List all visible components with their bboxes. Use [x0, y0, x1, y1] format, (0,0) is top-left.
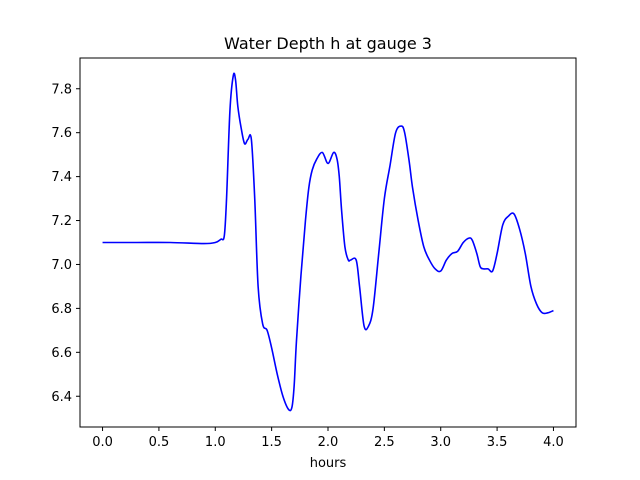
x-tick-label: 0.0 — [92, 435, 113, 450]
y-tick-label: 7.0 — [51, 258, 72, 273]
x-tick-label: 2.5 — [374, 435, 395, 450]
y-tick-label: 7.4 — [51, 170, 72, 185]
x-tick-label: 2.0 — [318, 435, 339, 450]
y-tick-label: 7.6 — [51, 126, 72, 141]
x-tick-label: 1.0 — [205, 435, 226, 450]
y-tick-label: 6.4 — [51, 390, 72, 405]
x-axis-label: hours — [310, 456, 347, 471]
y-axis: 6.4 6.6 6.8 7.0 7.2 7.4 7.6 7.8 — [51, 82, 80, 405]
x-tick-label: 0.5 — [149, 435, 170, 450]
x-tick-label: 3.5 — [487, 435, 508, 450]
y-tick-label: 6.8 — [51, 302, 72, 317]
x-axis: 0.0 0.5 1.0 1.5 2.0 2.5 3.0 3.5 4.0 — [92, 427, 564, 450]
y-tick-label: 6.6 — [51, 346, 72, 361]
y-tick-label: 7.2 — [51, 214, 72, 229]
series-line — [102, 72, 554, 412]
x-tick-label: 4.0 — [543, 435, 564, 450]
series-layer — [102, 72, 554, 412]
x-tick-label: 1.5 — [261, 435, 282, 450]
x-tick-label: 3.0 — [430, 435, 451, 450]
chart-title: Water Depth h at gauge 3 — [224, 34, 432, 53]
y-tick-label: 7.8 — [51, 82, 72, 97]
plot-frame — [79, 57, 577, 428]
